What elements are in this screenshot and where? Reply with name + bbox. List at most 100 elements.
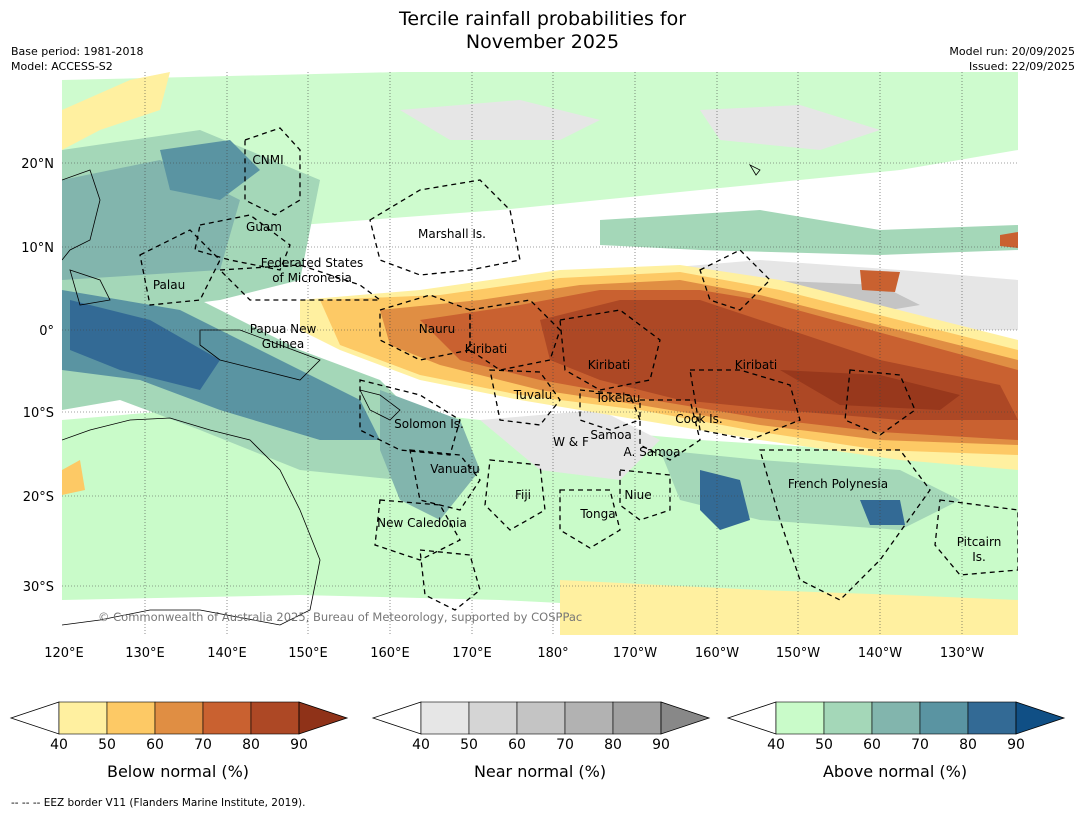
label-cnmi: CNMI xyxy=(252,153,283,167)
colorbar-1: 40 50 60 70 80 90 xyxy=(371,701,711,753)
lat-label: 20°S xyxy=(23,490,54,505)
label-tonga: Tonga xyxy=(579,507,615,521)
colorbar-0: 40 50 60 70 80 90 xyxy=(9,701,349,753)
colorbar-tick-label: 90 xyxy=(290,737,308,753)
label-guam: Guam xyxy=(246,220,282,234)
base-period: Base period: 1981-2018 xyxy=(11,45,144,58)
colorbar-segment xyxy=(775,701,825,735)
eez-footnote: -- -- -- EEZ border V11 (Flanders Marine… xyxy=(11,797,306,809)
colorbar-segment xyxy=(919,701,969,735)
lat-axis: 20°N 10°N 0° 10°S 20°S 30°S xyxy=(21,157,54,595)
colorbar-tick-label: 70 xyxy=(556,737,574,753)
colorbar-segment xyxy=(564,701,614,735)
colorbar-tick-label: 80 xyxy=(959,737,977,753)
colorbar-tick-label: 90 xyxy=(1007,737,1025,753)
colorbar-tick-label: 80 xyxy=(604,737,622,753)
colorbar-tick-label: 60 xyxy=(146,737,164,753)
above-normal-label: Above normal (%) xyxy=(822,762,968,781)
label-png-1: Papua New xyxy=(250,322,317,336)
lat-label: 20°N xyxy=(21,157,54,172)
label-palau: Palau xyxy=(153,278,185,292)
colorbar-segment xyxy=(516,701,566,735)
colorbar-segment xyxy=(420,701,470,735)
label-kiribati-central: Kiribati xyxy=(588,358,630,372)
colorbar-tick-label: 60 xyxy=(508,737,526,753)
label-pitcairn-2: Is. xyxy=(972,550,986,564)
label-tokelau: Tokelau xyxy=(595,391,641,405)
colorbar-segment xyxy=(823,701,873,735)
lon-label: 150°E xyxy=(288,646,328,661)
colorbar-tick-label: 60 xyxy=(863,737,881,753)
lon-label: 180° xyxy=(537,646,568,661)
lon-label: 130°W xyxy=(940,646,984,661)
label-cook: Cook Is. xyxy=(675,412,722,426)
colorbar-segment xyxy=(871,701,921,735)
label-pitcairn-1: Pitcairn xyxy=(957,535,1002,549)
label-kiribati-west: Kiribati xyxy=(465,342,507,356)
below-normal-shading xyxy=(62,72,1018,635)
colorbar-tick-label: 40 xyxy=(50,737,68,753)
colorbar-tick-label: 50 xyxy=(460,737,478,753)
label-niue: Niue xyxy=(624,488,651,502)
label-fsm-1: Federated States xyxy=(261,256,363,270)
meta-left: Base period: 1981-2018 Model: ACCESS-S2 xyxy=(11,44,143,74)
lon-label: 140°E xyxy=(207,646,247,661)
label-samoa: Samoa xyxy=(590,428,631,442)
lon-label: 150°W xyxy=(776,646,820,661)
lat-label: 30°S xyxy=(23,580,54,595)
map-plot-area: CNMI Guam Marshall Is. Federated States … xyxy=(62,72,1018,635)
colorbar-segment xyxy=(154,701,204,735)
meta-right: Model run: 20/09/2025 Issued: 22/09/2025 xyxy=(949,44,1075,74)
label-asamoa: A. Samoa xyxy=(624,445,681,459)
label-fiji: Fiji xyxy=(515,488,531,502)
lon-axis: 120°E 130°E 140°E 150°E 160°E 170°E 180°… xyxy=(44,646,984,661)
label-solomon: Solomon Is. xyxy=(394,417,464,431)
label-french-polynesia: French Polynesia xyxy=(788,477,888,491)
colorbar-segment xyxy=(250,701,300,735)
colorbar-segment xyxy=(106,701,156,735)
lon-label: 120°E xyxy=(44,646,84,661)
region-labels: CNMI Guam Marshall Is. Federated States … xyxy=(153,153,1001,564)
colorbars: 40 50 60 70 80 90 40 50 60 70 80 90 40 50 60 70 80 90 xyxy=(9,701,1066,753)
lon-label: 130°E xyxy=(125,646,165,661)
colorbar-tick-label: 40 xyxy=(412,737,430,753)
colorbar-segment xyxy=(468,701,518,735)
lon-label: 140°W xyxy=(858,646,902,661)
issued-date: Issued: 22/09/2025 xyxy=(968,60,1075,73)
lat-label: 10°N xyxy=(21,241,54,256)
lon-label: 170°E xyxy=(452,646,492,661)
colorbar-max-arrow xyxy=(298,701,349,735)
label-nauru: Nauru xyxy=(419,322,455,336)
lat-label: 10°S xyxy=(23,406,54,421)
label-vanuatu: Vanuatu xyxy=(430,462,480,476)
label-tuvalu: Tuvalu xyxy=(513,388,553,402)
model-name: Model: ACCESS-S2 xyxy=(11,60,113,73)
label-png-2: Guinea xyxy=(262,337,305,351)
lat-label: 0° xyxy=(39,324,54,339)
colorbar-tick-label: 40 xyxy=(767,737,785,753)
colorbar-min-arrow xyxy=(726,701,777,735)
colorbar-segment xyxy=(202,701,252,735)
colorbar-min-arrow xyxy=(9,701,60,735)
colorbar-max-arrow xyxy=(660,701,711,735)
below-normal-label: Below normal (%) xyxy=(106,762,250,781)
copyright-text: © Commonwealth of Australia 2025, Bureau… xyxy=(98,610,582,624)
title-line-1: Tercile rainfall probabilities for xyxy=(398,8,687,30)
colorbar-max-arrow xyxy=(1015,701,1066,735)
colorbar-segment xyxy=(967,701,1017,735)
colorbar-min-arrow xyxy=(371,701,422,735)
lon-label: 160°E xyxy=(370,646,410,661)
colorbar-tick-label: 70 xyxy=(911,737,929,753)
colorbar-segment xyxy=(58,701,108,735)
colorbar-tick-label: 90 xyxy=(652,737,670,753)
map-title: Tercile rainfall probabilities for Novem… xyxy=(0,8,1085,54)
eez-borders xyxy=(139,127,1018,611)
lon-label: 160°W xyxy=(695,646,739,661)
label-fsm-2: of Micronesia xyxy=(272,271,352,285)
near-normal-label: Near normal (%) xyxy=(473,762,607,781)
label-wf: W & F xyxy=(553,435,589,449)
lon-label: 170°W xyxy=(613,646,657,661)
colorbar-tick-label: 70 xyxy=(194,737,212,753)
colorbar-tick-label: 50 xyxy=(98,737,116,753)
